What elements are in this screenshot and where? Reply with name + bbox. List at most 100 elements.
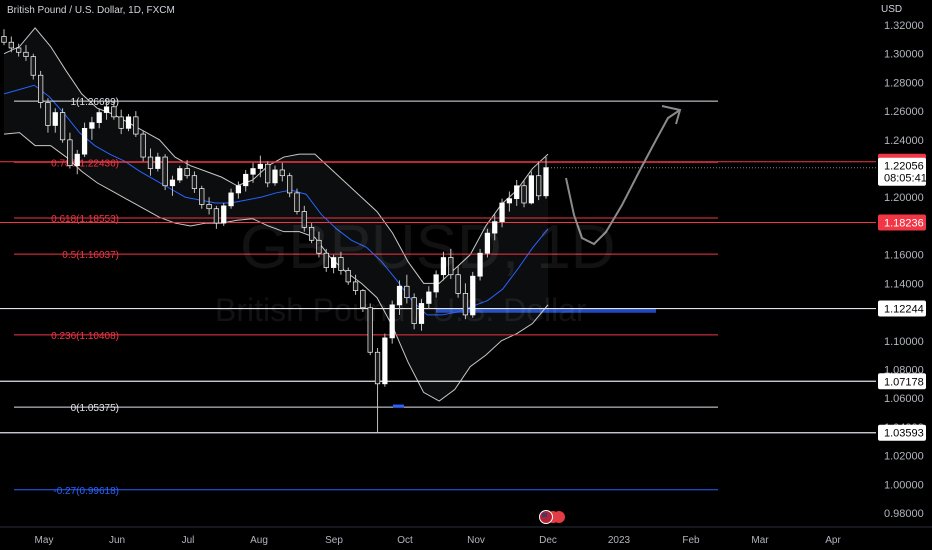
candle-body	[528, 175, 534, 204]
candle	[492, 214, 498, 241]
candle	[125, 113, 132, 132]
candle-body	[111, 106, 117, 118]
candle	[177, 165, 183, 183]
us-flag-icon	[539, 510, 553, 524]
candle	[521, 180, 527, 208]
candle-body	[374, 351, 381, 385]
candle-body	[396, 285, 403, 306]
time-tick-label: Jun	[109, 535, 125, 546]
time-tick-label: Jul	[182, 535, 195, 546]
candle-body	[59, 112, 66, 141]
bollinger-lower	[3, 132, 549, 402]
candle	[360, 289, 366, 313]
time-tick-label: Feb	[682, 535, 700, 546]
currency-label: USD	[881, 4, 903, 15]
candle	[38, 70, 44, 109]
horizontal-levels	[0, 161, 876, 434]
candle-body	[462, 293, 469, 316]
candle-body	[16, 47, 22, 53]
fib-level-label: 1(1.26699)	[71, 97, 119, 108]
candle	[499, 198, 505, 228]
candle-body	[309, 227, 315, 241]
candle	[199, 185, 205, 209]
candle	[374, 347, 381, 433]
candle	[89, 116, 95, 140]
candle	[221, 202, 227, 226]
candle-body	[30, 56, 36, 76]
fib-level-label: 0(1.05375)	[71, 403, 119, 414]
candle	[272, 165, 278, 186]
candle-body	[228, 192, 234, 207]
price-tick-label: 1.30000	[884, 49, 924, 61]
candle	[514, 180, 520, 206]
last-price-tag	[878, 157, 926, 186]
candle-body	[23, 51, 29, 57]
time-tick-label: Nov	[467, 535, 485, 546]
projection-path	[565, 109, 681, 246]
candle	[140, 131, 146, 162]
candle-body	[265, 163, 271, 184]
candle-body	[448, 257, 454, 276]
candle-body	[404, 285, 410, 299]
time-tick-label: Dec	[539, 535, 557, 546]
price-tick-label: 1.10000	[884, 336, 924, 348]
candle	[45, 98, 51, 133]
candle-body	[279, 169, 285, 177]
candle	[235, 181, 241, 199]
candle	[67, 132, 73, 169]
candle-body	[287, 175, 293, 194]
candle	[191, 171, 198, 193]
price-tick-label: 1.26000	[884, 106, 924, 118]
price-tick-label: 1.06000	[884, 393, 924, 405]
candle-body	[221, 205, 227, 224]
candle-body	[133, 116, 139, 135]
candle-body	[455, 274, 461, 294]
price-axis: 1.32000 1.30000 1.28000 1.26000 1.24000 1.220…	[884, 20, 924, 520]
candle-body	[162, 156, 168, 187]
candle-body	[330, 257, 337, 268]
candle-body	[389, 304, 395, 339]
time-tick-label: Sep	[325, 535, 343, 546]
candle	[330, 254, 337, 274]
candle-body	[301, 211, 307, 228]
candle	[536, 161, 542, 201]
candle	[433, 270, 439, 298]
time-tick-label: Oct	[397, 535, 413, 546]
candle-body	[338, 257, 344, 271]
candle	[169, 175, 176, 196]
candle-body	[470, 275, 476, 316]
candle	[528, 171, 534, 205]
candle	[426, 286, 432, 310]
candle	[279, 162, 285, 182]
price-tick-label: 1.00000	[884, 479, 924, 491]
candle	[133, 111, 139, 137]
price-tag	[878, 373, 926, 390]
candle	[8, 36, 14, 53]
candle	[257, 155, 263, 178]
candle-body	[118, 116, 124, 129]
fib-level-label: -0.27(0.99618)	[53, 486, 119, 497]
candle	[418, 299, 425, 331]
candle	[111, 101, 117, 120]
price-tag-label: 1.12244	[884, 304, 924, 316]
last-price-value: 1.22056	[884, 161, 924, 173]
candle	[287, 172, 293, 198]
candle	[228, 188, 234, 209]
candle	[155, 152, 161, 172]
candle-body	[140, 133, 146, 158]
events-badge[interactable]	[539, 510, 567, 524]
price-tick-label: 1.28000	[884, 77, 924, 89]
candle-body	[433, 274, 439, 293]
time-tick-label: Mar	[751, 535, 769, 546]
candle	[59, 108, 66, 143]
time-tick-label: 2023	[608, 535, 631, 546]
candle	[316, 231, 322, 258]
candle	[404, 274, 410, 304]
fib-level-label: 0.618(1.18553)	[51, 214, 119, 225]
candle	[74, 149, 80, 175]
candle	[352, 274, 359, 295]
candle	[477, 248, 483, 281]
demand-zone	[436, 308, 656, 313]
candle-body	[418, 303, 425, 324]
